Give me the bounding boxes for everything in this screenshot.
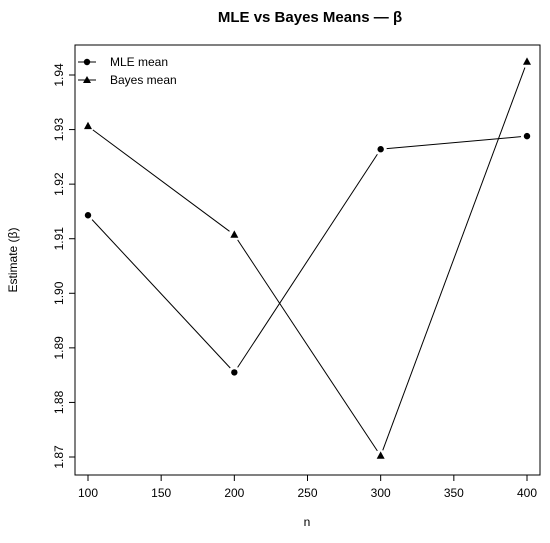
x-tick-label: 150 xyxy=(151,486,171,500)
legend-label-bayes: Bayes mean xyxy=(110,73,177,87)
series-0-point xyxy=(231,369,238,376)
x-tick-label: 100 xyxy=(78,486,98,500)
y-axis: 1.87 1.88 1.89 1.90 1.91 1.92 1.93 1.94 xyxy=(52,63,76,469)
x-tick-label: 300 xyxy=(371,486,391,500)
series-0-segment xyxy=(386,136,522,150)
x-tick-label: 250 xyxy=(297,486,317,500)
series-0-point xyxy=(377,146,384,153)
y-tick-label: 1.87 xyxy=(52,445,66,469)
y-tick-label: 1.91 xyxy=(52,227,66,251)
x-tick-label: 400 xyxy=(517,486,537,500)
series-1-point xyxy=(84,121,92,130)
y-axis-label: Estimate (β) xyxy=(6,228,20,293)
series-1-segment xyxy=(92,129,230,232)
legend-label-mle: MLE mean xyxy=(110,55,168,69)
legend-marker-triangle xyxy=(83,76,91,83)
chart-title: MLE vs Bayes Means — β xyxy=(218,9,402,26)
y-tick-label: 1.89 xyxy=(52,336,66,360)
y-tick-label: 1.94 xyxy=(52,63,66,87)
series-layer xyxy=(84,57,531,459)
x-tick-label: 350 xyxy=(444,486,464,500)
y-tick-label: 1.88 xyxy=(52,390,66,414)
x-axis: 100 150 200 250 300 350 400 xyxy=(78,474,537,500)
x-tick-label: 200 xyxy=(224,486,244,500)
series-1-segment xyxy=(382,67,526,451)
series-1-point xyxy=(376,451,385,459)
series-1-segment xyxy=(237,239,378,452)
y-tick-label: 1.93 xyxy=(52,118,66,142)
legend: MLE mean Bayes mean xyxy=(78,55,177,87)
series-0-segment xyxy=(91,219,231,369)
x-axis-label: n xyxy=(304,515,311,529)
series-0-point xyxy=(523,132,531,140)
series-0-point xyxy=(84,212,92,219)
series-1-point xyxy=(523,57,531,65)
series-0-segment xyxy=(237,153,378,368)
legend-marker-circle xyxy=(83,58,91,66)
series-1-point xyxy=(230,230,239,238)
y-tick-label: 1.90 xyxy=(52,281,66,305)
y-tick-label: 1.92 xyxy=(52,172,66,196)
